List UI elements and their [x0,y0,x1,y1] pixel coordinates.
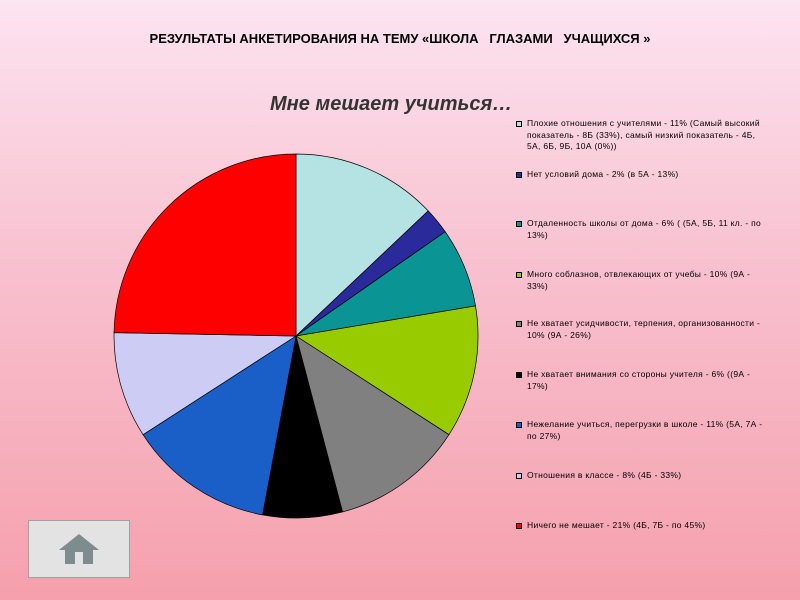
pie-slice-5 [295,335,450,513]
pie-slice-1 [295,153,429,337]
legend-label: Много соблазнов, отвлекающих от учебы - … [527,269,751,291]
legend-swatch [516,523,522,529]
chart-title: Мне мешает учиться… [270,93,513,115]
legend-item: Отдаленность школы от дома - 6% ( (5А, 5… [516,218,766,241]
legend-swatch [516,221,522,227]
legend-item: Плохие отношения с учителями - 11% (Самы… [516,118,766,153]
pie-slice-9 [113,153,297,337]
legend-swatch [516,172,522,178]
legend-label: Ничего не мешает - 21% (4Б, 7Б - по 45%) [527,520,706,530]
legend-label: Плохие отношения с учителями - 11% (Самы… [527,118,760,151]
legend-label: Не хватает внимания со стороны учителя -… [527,369,751,391]
legend-label: Нежелание учиться, перегрузки в школе - … [527,419,763,441]
slide-title: РЕЗУЛЬТАТЫ АНКЕТИРОВАНИЯ НА ТЕМУ «ШКОЛА … [149,31,651,46]
legend-swatch [516,121,522,127]
pie-slice-8 [113,332,298,436]
home-button[interactable] [28,520,130,578]
legend-item: Много соблазнов, отвлекающих от учебы - … [516,269,766,292]
legend-item: Нет условий дома - 2% (в 5А - 13%) [516,169,766,181]
legend-item: Не хватает внимания со стороны учителя -… [516,369,766,392]
legend-label: Отдаленность школы от дома - 6% ( (5А, 5… [527,218,762,240]
legend-label: Не хватает усидчивости, терпения, органи… [527,318,761,340]
legend-label: Нет условий дома - 2% (в 5А - 13%) [527,169,679,179]
home-icon [59,534,99,564]
legend-swatch [516,473,522,479]
legend-swatch [516,272,522,278]
legend-item: Не хватает усидчивости, терпения, органи… [516,318,766,341]
legend-swatch [516,321,522,327]
pie-slice-4 [295,305,479,436]
legend-item: Ничего не мешает - 21% (4Б, 7Б - по 45%) [516,520,766,532]
legend-item: Нежелание учиться, перегрузки в школе - … [516,419,766,442]
pie-slice-7 [142,335,297,516]
legend-label: Отношения в классе - 8% (4Б - 33%) [527,470,682,480]
legend-swatch [516,422,522,428]
legend-swatch [516,372,522,378]
legend-item: Отношения в классе - 8% (4Б - 33%) [516,470,766,482]
